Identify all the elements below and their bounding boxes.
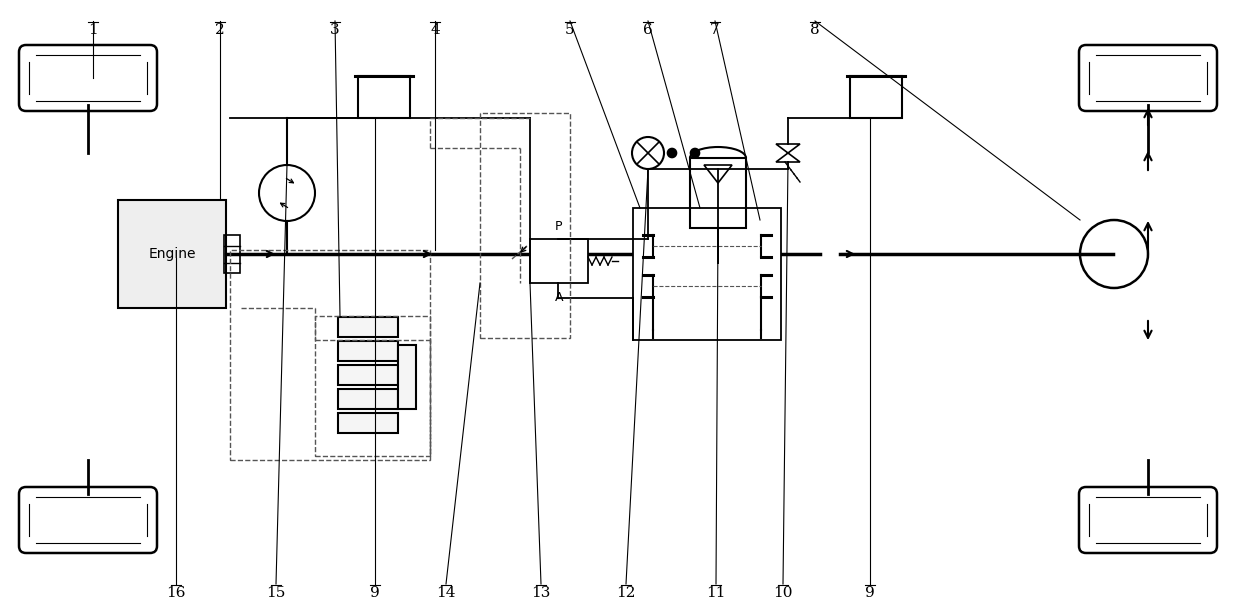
Text: 4: 4 (430, 23, 440, 37)
Text: 9: 9 (370, 586, 379, 600)
Text: P: P (556, 220, 563, 233)
Text: 16: 16 (166, 586, 186, 600)
Bar (849, 76, 901, 118)
Text: 2: 2 (215, 23, 224, 37)
Bar (339, 365, 398, 385)
Bar (632, 208, 781, 340)
Text: A: A (554, 291, 563, 304)
Text: 9: 9 (866, 586, 875, 600)
Text: 5: 5 (565, 23, 575, 37)
Bar (339, 389, 398, 409)
Bar (339, 317, 398, 337)
Text: 11: 11 (707, 586, 725, 600)
Circle shape (667, 148, 677, 157)
Bar (689, 158, 746, 228)
Text: 10: 10 (774, 586, 792, 600)
Bar (480, 113, 570, 338)
Bar (398, 345, 415, 409)
Bar (229, 250, 430, 460)
Circle shape (691, 148, 699, 157)
Bar (529, 239, 588, 283)
Text: 6: 6 (644, 23, 653, 37)
Text: 1: 1 (88, 23, 98, 37)
Text: 7: 7 (711, 23, 719, 37)
Text: 15: 15 (267, 586, 285, 600)
Bar (224, 235, 241, 273)
Text: 8: 8 (810, 23, 820, 37)
Text: 12: 12 (616, 586, 636, 600)
Text: Engine: Engine (149, 247, 196, 261)
Text: 14: 14 (436, 586, 456, 600)
Text: 3: 3 (330, 23, 340, 37)
Bar (118, 200, 226, 308)
Bar (315, 316, 430, 456)
Bar (339, 413, 398, 433)
Bar (339, 341, 398, 361)
Bar (358, 76, 410, 118)
Text: 13: 13 (531, 586, 551, 600)
